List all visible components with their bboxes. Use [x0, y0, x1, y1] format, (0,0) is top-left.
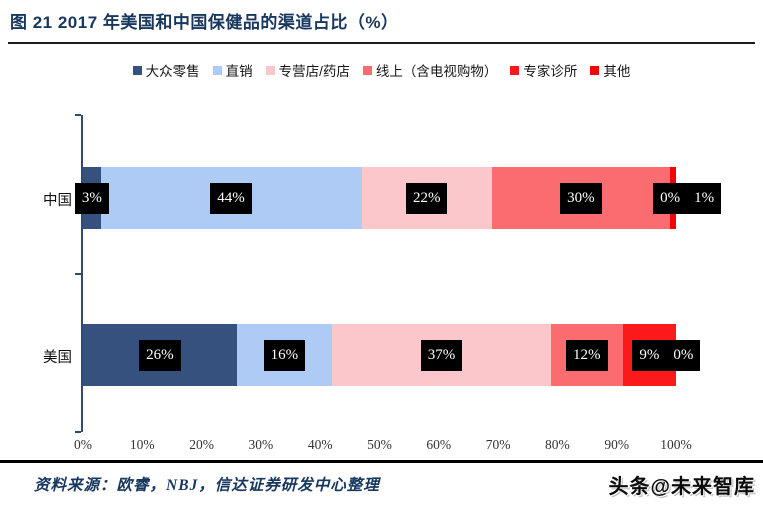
category-label-china: 中国	[43, 193, 72, 209]
legend-item-5: 其他	[590, 60, 630, 80]
x-axis-tick-label: 30%	[248, 437, 274, 452]
legend-item-0: 大众零售	[132, 60, 200, 80]
x-axis-tick-label: 90%	[604, 437, 630, 452]
chart-legend: 大众零售 直销 专营店/药店 线上（含电视购物） 专家诊所 其他	[0, 60, 763, 80]
y-axis-tick	[75, 114, 81, 116]
legend-item-1: 直销	[212, 60, 253, 80]
data-label: 30%	[560, 182, 602, 214]
legend-item-2: 专营店/药店	[265, 60, 350, 80]
watermark: 头条@未来智库	[608, 476, 755, 498]
category-label-usa: 美国	[43, 350, 72, 366]
legend-swatch-icon	[510, 65, 520, 75]
x-axis-tick-label: 100%	[660, 437, 692, 452]
x-axis-tick-label: 80%	[545, 437, 570, 452]
data-label: 0%	[666, 339, 701, 371]
x-axis-tick-label: 70%	[485, 437, 511, 452]
data-label: 9%	[632, 339, 667, 371]
legend-swatch-icon	[132, 65, 142, 75]
x-axis-tick-label: 0%	[74, 437, 92, 452]
legend-swatch-icon	[265, 65, 275, 75]
stacked-bar-china: 3% 44% 22% 30% 0% 1%	[74, 167, 722, 229]
legend-label: 直销	[225, 64, 253, 79]
x-axis-tick-label: 50%	[367, 437, 392, 452]
data-label: 12%	[566, 339, 608, 371]
chart-title: 图 21 2017 年美国和中国保健品的渠道占比（%）	[10, 13, 399, 32]
y-axis-line	[81, 115, 83, 432]
legend-item-4: 专家诊所	[510, 60, 577, 80]
data-label: 0%	[653, 182, 688, 214]
y-axis-tick	[75, 431, 81, 433]
x-axis-tick-label: 40%	[307, 437, 333, 452]
x-axis-tick-label: 60%	[426, 437, 452, 452]
footer-divider	[0, 460, 763, 463]
title-underline	[8, 42, 755, 44]
legend-label: 专家诊所	[523, 64, 578, 79]
data-label: 16%	[263, 339, 306, 371]
legend-label: 专营店/药店	[278, 64, 350, 79]
data-label: 26%	[139, 339, 181, 371]
legend-swatch-icon	[212, 65, 222, 75]
data-label: 22%	[405, 182, 448, 214]
legend-item-3: 线上（含电视购物）	[362, 60, 498, 80]
source-note: 资料来源：欧睿，NBJ，信达证券研发中心整理	[34, 477, 380, 494]
legend-label: 其他	[603, 64, 631, 79]
legend-label: 大众零售	[145, 64, 200, 79]
x-axis-tick-label: 10%	[129, 437, 155, 452]
legend-swatch-icon	[362, 65, 372, 75]
data-label: 1%	[687, 182, 722, 214]
legend-label: 线上（含电视购物）	[375, 64, 498, 79]
x-axis-tick-label: 20%	[189, 437, 214, 452]
data-label: 44%	[210, 182, 252, 214]
stacked-bar-usa: 26% 16% 37% 12% 9% 0%	[83, 324, 701, 386]
data-label: 37%	[420, 339, 463, 371]
data-label: 3%	[74, 182, 109, 214]
legend-swatch-icon	[590, 65, 600, 75]
y-axis-tick	[75, 272, 81, 275]
